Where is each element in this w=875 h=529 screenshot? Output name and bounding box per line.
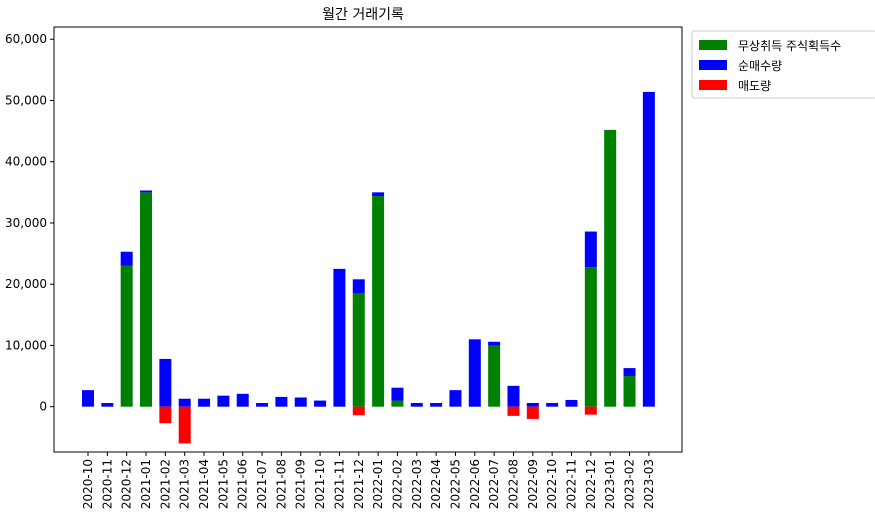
bar-2022-08-net-buy [507,385,520,407]
bar-2021-02-net-buy [159,358,172,407]
bar-2021-03-net-buy [178,398,191,407]
bar-2022-11-net-buy [565,399,578,407]
y-tick-label: 10,000 [5,338,47,352]
x-tick-label: 2022-10 [545,459,559,509]
bars-layer [82,91,655,444]
bar-2022-09-sell [526,406,539,419]
bar-2022-12-sell [584,406,597,415]
bar-2022-01-acquired [372,196,385,407]
x-tick-label: 2022-07 [487,459,501,509]
x-tick-label: 2021-04 [197,459,211,509]
x-tick-label: 2022-04 [429,459,443,509]
bar-2020-10-net-buy [82,390,94,407]
x-tick-label: 2021-03 [178,459,192,509]
bar-2021-01-net-buy [140,190,153,193]
x-tick-label: 2022-01 [371,459,385,509]
y-tick-label: 50,000 [5,93,47,107]
bar-2023-02-acquired [623,376,636,407]
bar-2022-07-net-buy [488,341,501,346]
bar-2021-08-net-buy [275,396,288,407]
bar-2021-11-net-buy [333,268,346,407]
x-tick-label: 2021-01 [139,459,153,509]
bar-2022-07-acquired [488,345,501,407]
x-tick-label: 2021-05 [216,459,230,509]
x-tick-label: 2020-10 [81,459,95,509]
x-tick-label: 2022-12 [584,459,598,509]
x-tick-label: 2023-02 [623,459,637,509]
x-tick-label: 2021-02 [158,459,172,509]
bar-2022-05-net-buy [449,390,462,407]
bar-2022-12-acquired [584,267,597,407]
x-tick-label: 2022-03 [410,459,424,509]
x-tick-label: 2020-12 [120,459,134,509]
bar-2021-04-net-buy [198,398,211,407]
chart-title: 월간 거래기록 [322,7,404,23]
bar-2022-04-net-buy [430,403,443,407]
bar-2022-09-net-buy [526,403,539,407]
bar-2021-10-net-buy [314,400,327,407]
bar-2021-07-net-buy [256,403,269,407]
y-tick-label: 40,000 [5,155,47,169]
legend-swatch [699,60,727,70]
bar-2020-12-acquired [120,265,133,407]
x-axis: 2020-10 2020-11 2020-12 2021-01 2021-02 2021-… [81,452,656,509]
legend-label: 무상취득 주식획득수 [738,39,841,53]
x-tick-label: 2021-12 [352,459,366,509]
legend-label: 매도량 [738,79,771,93]
bar-2023-01-acquired [604,129,617,407]
bar-2022-10-net-buy [546,403,559,407]
bar-2021-12-net-buy [352,279,365,294]
bar-2023-02-net-buy [623,368,636,377]
bar-2021-06-net-buy [236,393,249,407]
legend-swatch [699,80,727,90]
x-tick-label: 2022-11 [565,459,579,509]
bar-2022-02-acquired [391,400,404,407]
x-tick-label: 2021-10 [313,459,327,509]
x-tick-label: 2021-07 [255,459,269,509]
x-tick-label: 2022-06 [468,459,482,509]
legend-label: 순매수량 [738,59,782,73]
legend-box [691,30,875,99]
x-tick-label: 2022-08 [506,459,520,509]
bar-2022-02-net-buy [391,387,404,401]
bar-2021-05-net-buy [217,395,230,407]
x-tick-label: 2021-11 [332,459,346,509]
bar-2022-12-net-buy [584,231,597,268]
y-axis: 0 10,000 20,000 30,000 40,000 50,000 60,000 [5,32,54,414]
bar-2021-09-net-buy [294,397,307,407]
x-tick-label: 2021-09 [294,459,308,509]
x-tick-label: 2020-11 [100,459,114,509]
bar-2020-11-net-buy [101,403,114,407]
plot-area-frame [53,26,683,453]
x-tick-label: 2021-08 [274,459,288,509]
y-tick-label: 0 [39,400,47,414]
x-tick-label: 2022-09 [526,459,540,509]
bar-2022-06-net-buy [468,339,481,407]
bar-2023-03-net-buy [642,91,655,407]
y-tick-label: 20,000 [5,277,47,291]
x-tick-label: 2023-01 [603,459,617,509]
bar-2022-03-net-buy [410,403,423,407]
bar-2021-02-sell [159,406,172,424]
x-tick-label: 2022-02 [390,459,404,509]
bar-2021-03-sell [178,406,191,444]
bar-2020-12-net-buy [120,251,133,266]
x-tick-label: 2022-05 [448,459,462,509]
bar-2022-01-net-buy [372,192,385,197]
bar-2021-12-sell [352,406,365,416]
x-tick-label: 2023-03 [642,459,656,509]
bar-2021-01-acquired [140,192,153,407]
y-tick-label: 60,000 [5,32,47,46]
legend-swatch [699,40,727,50]
bar-2021-12-acquired [352,293,365,407]
bar-2022-08-sell [507,406,520,416]
x-tick-label: 2021-06 [236,459,250,509]
y-tick-label: 30,000 [5,216,47,230]
